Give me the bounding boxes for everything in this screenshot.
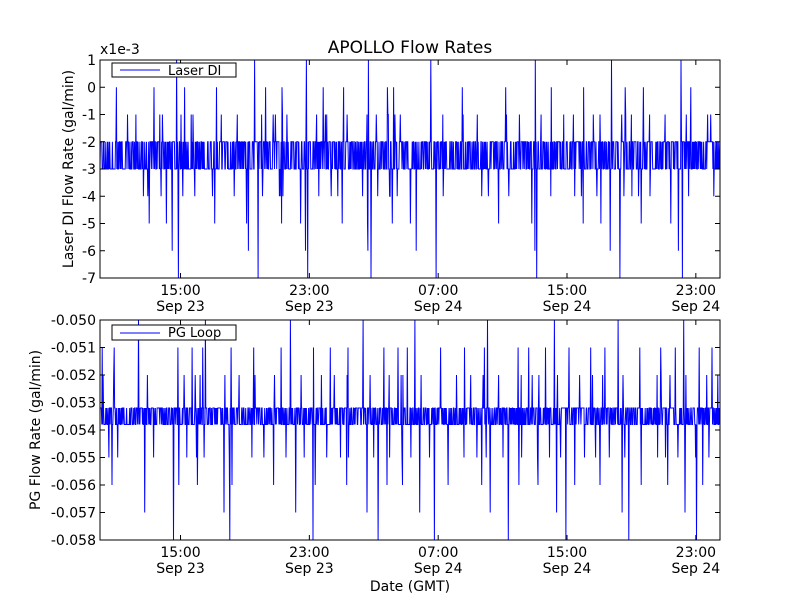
x-tick-date: Sep 23 <box>156 561 205 577</box>
y-tick-label: -6 <box>82 244 96 260</box>
y-tick-label: -2 <box>82 135 96 151</box>
pg-loop-y-axis: -0.050 -0.051 -0.052 -0.053 -0.054 -0.055 -0.0… <box>51 313 720 549</box>
x-tick-time: 07:00 <box>418 545 458 561</box>
top-offset-label: x1e-3 <box>100 42 140 58</box>
y-tick-label: -0.055 <box>51 451 96 467</box>
y-tick-label: -0.054 <box>51 423 96 439</box>
y-tick-label: -0.050 <box>51 313 96 329</box>
y-tick-label: 0 <box>87 80 96 96</box>
x-tick-time: 23:00 <box>676 283 716 299</box>
legend-box <box>111 324 237 341</box>
y-tick-label: -7 <box>82 271 96 287</box>
legend-label: Laser DI <box>168 64 221 79</box>
x-tick-date: Sep 24 <box>543 561 592 577</box>
x-tick-date: Sep 23 <box>285 561 334 577</box>
y-tick-label: -1 <box>82 108 96 124</box>
x-tick-time: 23:00 <box>676 545 716 561</box>
pg-loop-panel: -0.050 -0.051 -0.052 -0.053 -0.054 -0.055 -0.0… <box>28 313 721 595</box>
y-tick-label: -0.058 <box>51 533 96 549</box>
legend-label: PG Loop <box>168 326 221 341</box>
pg-loop-series <box>100 319 721 541</box>
x-axis-label: Date (GMT) <box>370 579 450 595</box>
y-tick-label: -5 <box>82 217 96 233</box>
x-tick-time: 23:00 <box>289 283 329 299</box>
series-line <box>100 319 721 541</box>
series-line <box>99 59 721 279</box>
x-tick-date: Sep 24 <box>543 299 592 315</box>
y-tick-label: -0.057 <box>51 506 96 522</box>
x-tick-time: 15:00 <box>547 283 587 299</box>
pg-loop-y-label: PG Flow Rate (gal/min) <box>28 350 44 510</box>
x-tick-time: 23:00 <box>289 545 329 561</box>
x-tick-date: Sep 24 <box>672 561 721 577</box>
x-tick-time: 15:00 <box>160 283 200 299</box>
y-tick-label: -4 <box>82 189 96 205</box>
laser-di-legend: Laser DI <box>111 62 237 79</box>
x-tick-date: Sep 24 <box>672 299 721 315</box>
legend-box <box>111 62 237 78</box>
y-tick-label: -0.051 <box>51 341 96 357</box>
y-tick-label: -0.056 <box>51 478 96 494</box>
x-tick-date: Sep 24 <box>414 299 463 315</box>
laser-di-series <box>99 59 721 279</box>
chart-title: APOLLO Flow Rates <box>328 38 493 58</box>
x-tick-date: Sep 24 <box>414 561 463 577</box>
x-tick-time: 07:00 <box>418 283 458 299</box>
x-tick-date: Sep 23 <box>156 299 205 315</box>
x-tick-date: Sep 23 <box>285 299 334 315</box>
x-tick-time: 15:00 <box>547 545 587 561</box>
y-tick-label: -0.053 <box>51 396 96 412</box>
pg-loop-legend: PG Loop <box>111 324 237 341</box>
y-tick-label: -0.052 <box>51 368 96 384</box>
laser-di-y-label: Laser DI Flow Rate (gal/min) <box>61 70 77 268</box>
y-tick-label: 1 <box>87 53 96 69</box>
y-tick-label: -3 <box>82 162 96 178</box>
x-tick-time: 15:00 <box>160 545 200 561</box>
laser-di-y-axis: 1 0 -1 -2 -3 -4 -5 -6 -7 <box>82 53 720 287</box>
